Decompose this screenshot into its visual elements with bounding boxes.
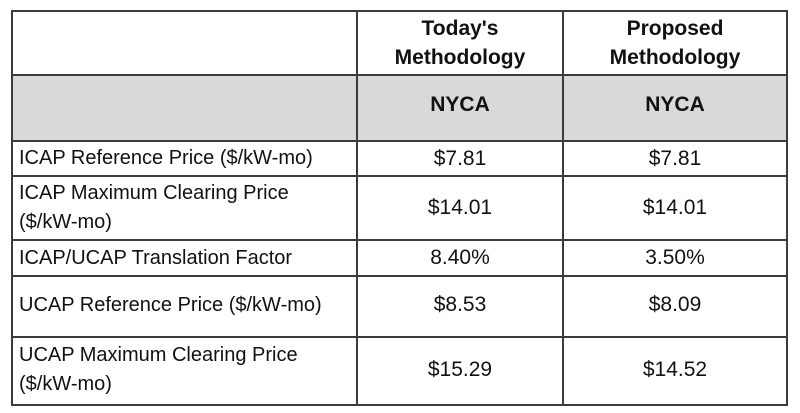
table-subheader-row: NYCA NYCA (11, 74, 788, 142)
today-value: 8.40% (356, 239, 564, 277)
table-header-row: Today's Methodology Proposed Methodology (11, 10, 788, 76)
today-value: $14.01 (356, 175, 564, 241)
row-label: ICAP Reference Price ($/kW-mo) (11, 140, 358, 177)
proposed-value: $14.52 (562, 336, 788, 406)
methodology-comparison-table: Today's Methodology Proposed Methodology… (11, 10, 788, 406)
table-row-icap-ucap-translation-factor: ICAP/UCAP Translation Factor 8.40% 3.50% (11, 239, 788, 277)
today-value: $7.81 (356, 140, 564, 177)
row-label: UCAP Maximum Clearing Price ($/kW-mo) (11, 336, 358, 406)
table-row-ucap-reference-price: UCAP Reference Price ($/kW-mo) $8.53 $8.… (11, 275, 788, 338)
header-blank-cell (11, 10, 358, 76)
today-value: $15.29 (356, 336, 564, 406)
header-proposed-methodology: Proposed Methodology (562, 10, 788, 76)
subheader-nyca-today: NYCA (356, 74, 564, 142)
proposed-value: $14.01 (562, 175, 788, 241)
row-label: ICAP Maximum Clearing Price ($/kW-mo) (11, 175, 358, 241)
today-value: $8.53 (356, 275, 564, 338)
table-row-icap-reference-price: ICAP Reference Price ($/kW-mo) $7.81 $7.… (11, 140, 788, 177)
header-todays-methodology: Today's Methodology (356, 10, 564, 76)
table-row-icap-max-clearing-price: ICAP Maximum Clearing Price ($/kW-mo) $1… (11, 175, 788, 241)
proposed-value: 3.50% (562, 239, 788, 277)
subheader-blank-cell (11, 74, 358, 142)
proposed-value: $8.09 (562, 275, 788, 338)
table-row-ucap-max-clearing-price: UCAP Maximum Clearing Price ($/kW-mo) $1… (11, 336, 788, 406)
row-label: UCAP Reference Price ($/kW-mo) (11, 275, 358, 338)
row-label: ICAP/UCAP Translation Factor (11, 239, 358, 277)
subheader-nyca-proposed: NYCA (562, 74, 788, 142)
proposed-value: $7.81 (562, 140, 788, 177)
